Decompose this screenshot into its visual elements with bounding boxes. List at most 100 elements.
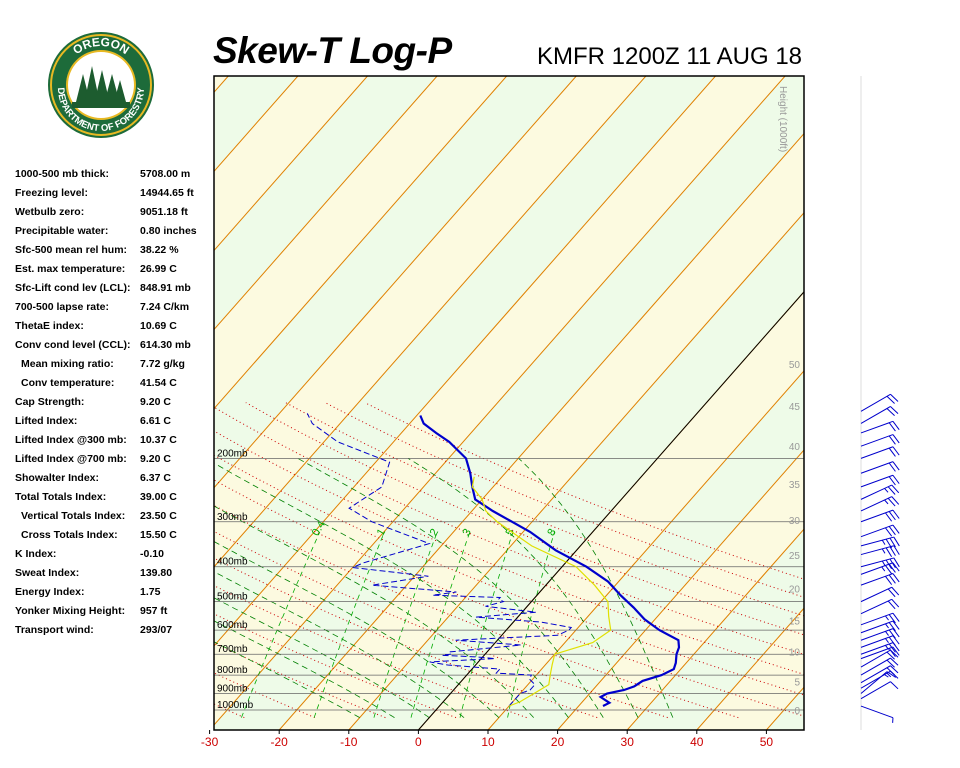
stat-label: Sweat Index: — [15, 567, 80, 579]
stat-label: Yonker Mixing Height: — [15, 605, 126, 617]
wind-barb-staff — [860, 496, 893, 512]
chart-title: Skew-T Log-P — [213, 30, 452, 71]
height-tick-label: 35 — [789, 480, 801, 491]
wind-barb-flag — [891, 484, 900, 494]
isotherm-line — [214, 76, 508, 410]
x-tick-label: 0 — [415, 735, 422, 749]
stat-label: Conv cond level (CCL): — [15, 339, 131, 351]
height-axis-label: Height (1000ft) — [777, 86, 788, 152]
wind-barb — [860, 562, 900, 575]
stat-label: Cap Strength: — [15, 396, 85, 408]
wind-barb-staff — [860, 524, 894, 538]
wind-barb — [860, 474, 900, 488]
wind-barb-flag — [886, 651, 895, 660]
stat-value: 614.30 mb — [140, 339, 191, 351]
wind-barb — [860, 681, 899, 700]
plot-area: 0.4 1 2 3 5 8200mb300mb400mb500mb600mb700mb80… — [214, 76, 804, 730]
stat-label: Sfc-500 mean rel hum: — [15, 244, 128, 256]
stat-value: 10.69 C — [140, 320, 177, 332]
wind-barb-flag — [892, 620, 900, 630]
wind-barb-flag — [888, 435, 896, 445]
moist-adiabat-line — [518, 458, 674, 718]
stat-label: Cross Totals Index: — [21, 529, 118, 541]
isotherm-line — [214, 76, 438, 331]
isotherm-line — [348, 211, 804, 730]
stat-row: Sfc-500 mean rel hum: 38.22 % — [15, 244, 215, 263]
stat-label: Lifted Index: — [15, 415, 78, 427]
x-tick-label: 30 — [621, 735, 635, 749]
wind-barb-flag — [887, 497, 896, 507]
stat-row: 1000-500 mb thick: 5708.00 m — [15, 168, 215, 187]
wind-barb-flag — [891, 496, 900, 505]
svg-text:OREGON: OREGON — [70, 35, 132, 57]
temperature-trace — [419, 415, 681, 707]
wind-barb — [860, 434, 900, 447]
height-tick-label: 5 — [794, 677, 800, 688]
mixing-ratio-line — [507, 531, 555, 718]
wind-barb-flag — [892, 524, 900, 534]
wind-barb-staff — [860, 536, 894, 547]
stat-value: 9.20 C — [140, 453, 171, 465]
x-tick-label: -10 — [340, 735, 358, 749]
wind-barb — [860, 393, 899, 412]
wind-barb — [860, 420, 900, 434]
height-tick-label: 30 — [789, 516, 801, 527]
dry-adiabat-line — [214, 613, 457, 719]
mixing-ratio-line — [313, 531, 385, 718]
wind-barb-staff — [860, 598, 893, 615]
wind-barb-staff — [860, 393, 891, 412]
wind-barb-staff — [860, 670, 891, 689]
mixing-ratio-line — [241, 531, 321, 718]
stat-value: 10.37 C — [140, 434, 177, 446]
stat-row: Sfc-Lift cond lev (LCL): 848.91 mb — [15, 282, 215, 301]
wind-barb-flag — [888, 643, 896, 653]
wind-barb-half-flag — [885, 645, 889, 650]
isotherm-line — [626, 528, 804, 730]
pressure-label: 400mb — [217, 557, 248, 568]
stat-label: Total Totals Index: — [15, 491, 107, 503]
mixing-ratio-line — [410, 531, 471, 718]
wind-barb-flag — [890, 657, 899, 666]
moist-adiabat-line — [214, 597, 430, 718]
moist-adiabat-line — [297, 458, 604, 718]
wind-barb-flag — [892, 628, 900, 638]
isotherm-line — [557, 449, 804, 730]
wind-barb — [860, 671, 897, 694]
stat-row: Energy Index: 1.75 — [15, 586, 215, 605]
stat-value: 6.37 C — [140, 472, 171, 484]
wind-barb-flag — [888, 447, 896, 457]
wind-barb-flag — [885, 538, 893, 549]
wind-barb-staff — [860, 649, 891, 668]
wind-barb — [860, 461, 900, 474]
wind-barb-flag — [892, 612, 900, 622]
stat-value: 6.61 C — [140, 415, 171, 427]
stat-value: 848.91 mb — [140, 282, 191, 294]
logo-top-text: OREGON — [70, 35, 132, 57]
mixing-ratio-label: 3 — [460, 527, 473, 538]
wind-barb-staff — [860, 586, 893, 603]
wind-barb-flag — [893, 545, 900, 555]
stat-label: K Index: — [15, 548, 57, 560]
wind-barb-flag — [892, 646, 900, 656]
wind-barb — [860, 509, 900, 523]
stat-label: Vertical Totals Index: — [21, 510, 126, 522]
stat-value: 1.75 — [140, 586, 161, 598]
wind-barb-staff — [860, 420, 894, 434]
wind-barb-half-flag — [885, 631, 889, 636]
pressure-label: 300mb — [217, 512, 248, 523]
stat-value: 15.50 C — [140, 529, 177, 541]
dry-adiabat-line — [214, 703, 245, 719]
plot-frame — [213, 75, 805, 731]
wind-barb-flag — [890, 681, 899, 690]
pressure-label: 700mb — [217, 644, 248, 655]
stat-row: Showalter Index: 6.37 C — [15, 472, 215, 491]
stat-label: Mean mixing ratio: — [21, 358, 114, 370]
stat-row: Yonker Mixing Height: 957 ft — [15, 605, 215, 624]
wind-barb-staff — [860, 446, 894, 459]
wind-barb-staff — [860, 461, 894, 474]
wind-barb-half-flag — [881, 566, 886, 572]
stat-row: Lifted Index @700 mb: 9.20 C — [15, 453, 215, 472]
stat-value: 957 ft — [140, 605, 168, 617]
wind-barb-staff — [860, 665, 891, 684]
